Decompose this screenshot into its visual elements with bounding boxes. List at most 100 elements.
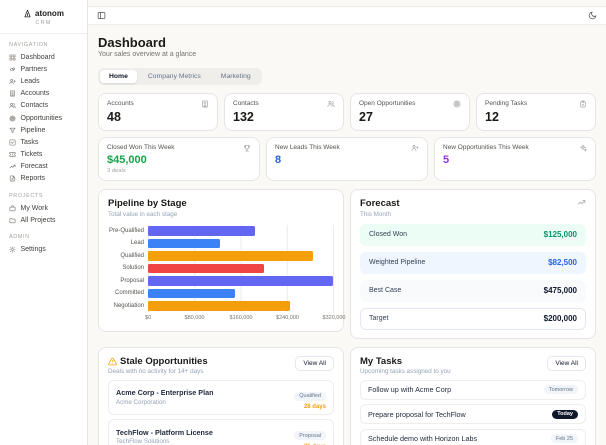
opportunity-company: Acme Corporation	[116, 398, 166, 406]
pipeline-bar-solution	[148, 263, 264, 273]
tab-bar: Home Company Metrics Marketing	[98, 68, 262, 85]
stale-item-info: Acme Corp - Enterprise Plan Acme Corporat…	[116, 388, 213, 406]
sidebar-item-my-work[interactable]: My Work	[0, 202, 87, 214]
pipeline-chart-row: Lead	[108, 237, 334, 250]
task-item[interactable]: Schedule demo with Horizon Labs Feb 25	[360, 428, 586, 445]
pipeline-chart-row: Qualified	[108, 249, 334, 262]
sidebar-item-all-projects[interactable]: All Projects	[0, 214, 87, 226]
sidebar-section-label: Navigation	[9, 42, 49, 48]
building-icon	[201, 100, 209, 108]
forecast-row-weighted-pipeline: Weighted Pipeline $82,500	[360, 251, 586, 274]
panel-left-icon[interactable]	[97, 11, 106, 20]
stale-opportunity-item[interactable]: Acme Corp - Enterprise Plan Acme Corporat…	[108, 379, 334, 415]
sidebar-item-pipeline[interactable]: Pipeline	[0, 124, 87, 136]
sidebar-item-partners[interactable]: Partners	[0, 63, 87, 75]
x-tick-label: $80,000	[184, 315, 205, 321]
page-subtitle: Your sales overview at a glance	[98, 51, 197, 58]
forecast-row-label: Closed Won	[369, 231, 408, 238]
stale-item-info: TechFlow - Platform License TechFlow Solu…	[116, 428, 213, 445]
sidebar-item-forecast[interactable]: Forecast	[0, 161, 87, 173]
handshake-icon	[9, 66, 16, 73]
highlight-card-sub	[275, 168, 419, 174]
dashboard-content: Dashboard Your sales overview at a glanc…	[88, 25, 606, 445]
bar-track	[148, 299, 334, 312]
sidebar-item-label: All Projects	[20, 216, 56, 224]
bar-track	[148, 249, 334, 262]
forecast-row-label: Best Case	[369, 287, 402, 294]
highlight-card-top: Closed Won This Week	[107, 144, 251, 152]
forecast-row-value: $125,000	[543, 230, 577, 239]
sidebar-item-accounts[interactable]: Accounts	[0, 88, 87, 100]
pipeline-chart-row: Pre-Qualified	[108, 224, 334, 237]
stat-card-value: 27	[359, 110, 373, 124]
task-item[interactable]: Follow up with Acme Corp Tomorrow	[360, 379, 586, 400]
x-tick-label: $160,000	[229, 315, 253, 321]
sidebar-item-label: My Work	[20, 204, 48, 212]
user-plus-icon	[411, 144, 419, 152]
forecast-row-label: Target	[369, 315, 389, 322]
brand-subtitle: CRM	[35, 20, 52, 26]
opportunity-name: TechFlow - Platform License	[116, 427, 213, 437]
stat-card-pending-tasks: Pending Tasks 12	[476, 93, 596, 131]
sidebar-item-opportunities[interactable]: Opportunities	[0, 112, 87, 124]
theme-toggle-icon[interactable]	[588, 11, 597, 20]
highlight-card-row: Closed Won This Week $45,000 3 deals New Le…	[98, 137, 596, 181]
check-square-icon	[9, 139, 16, 146]
main-area: Dashboard Your sales overview at a glanc…	[88, 0, 606, 445]
sidebar-item-label: Reports	[20, 175, 46, 183]
sidebar-item-label: Settings	[20, 246, 46, 254]
sidebar-item-leads[interactable]: Leads	[0, 75, 87, 87]
forecast-panel-title: Forecast	[360, 198, 400, 209]
logo-icon	[23, 9, 32, 18]
pipeline-panel-subtitle: Total value in each stage	[108, 210, 178, 218]
stat-card-top: Pending Tasks	[485, 100, 587, 108]
bottom-panels: Stale Opportunities Deals with no activi…	[98, 346, 596, 445]
task-due-badge: Tomorrow	[543, 385, 578, 394]
stale-panel-subtitle: Deals with no activity for 14+ days	[108, 368, 204, 375]
stage-tick-label: Negotiation	[113, 302, 144, 309]
clipboard-check-icon	[579, 100, 587, 108]
sidebar-section-label: Projects	[9, 193, 44, 200]
tab-marketing[interactable]: Marketing	[220, 73, 251, 80]
pipeline-chart-row: Negotiation	[108, 299, 334, 312]
opportunity-company: TechFlow Solutions	[116, 438, 170, 445]
forecast-panel-subtitle: This Month	[360, 210, 392, 218]
highlight-card-sub: 3 deals	[107, 168, 126, 174]
highlight-card-label: New Leads This Week	[275, 144, 340, 151]
stale-item-meta: Proposal 21 days	[294, 424, 326, 445]
sidebar-item-label: Partners	[20, 65, 47, 73]
funnel-icon	[9, 127, 16, 134]
task-item[interactable]: Prepare proposal for TechFlow Today	[360, 404, 586, 424]
topbar	[88, 6, 606, 25]
sidebar-item-reports[interactable]: Reports	[0, 173, 87, 185]
pipeline-chart-row: Proposal	[108, 274, 334, 287]
bar-track	[148, 262, 334, 275]
pipeline-chart-row: Committed	[108, 287, 334, 300]
stale-opportunity-item[interactable]: TechFlow - Platform License TechFlow Solu…	[108, 419, 334, 445]
stat-card-top: Accounts	[107, 100, 209, 108]
forecast-rows: Closed Won $125,000 Weighted Pipeline $82,5…	[360, 223, 586, 330]
pipeline-chart-row: Solution	[108, 262, 334, 275]
sidebar-item-settings[interactable]: Settings	[0, 243, 87, 255]
forecast-row-value: $475,000	[543, 286, 577, 295]
stale-view-all-button[interactable]: View All	[295, 355, 334, 371]
tab-company-metrics[interactable]: Company Metrics	[147, 73, 201, 80]
pipeline-chart-rows: Pre-Qualified Lead Qualified Solution Propos…	[108, 224, 334, 312]
highlight-card-new-leads-this-week: New Leads This Week 8	[266, 137, 428, 181]
forecast-row-closed-won: Closed Won $125,000	[360, 223, 586, 246]
opportunity-name: Acme Corp - Enterprise Plan	[116, 388, 214, 398]
tasks-view-all-button[interactable]: View All	[547, 355, 586, 371]
sidebar-item-contacts[interactable]: Contacts	[0, 100, 87, 112]
forecast-row-best-case: Best Case $475,000	[360, 279, 586, 302]
bar-track	[148, 224, 334, 237]
pipeline-bar-negotiation	[148, 301, 290, 311]
task-name: Schedule demo with Horizon Labs	[368, 434, 478, 443]
gear-icon	[9, 246, 16, 253]
sidebar-item-tickets[interactable]: Tickets	[0, 149, 87, 161]
sidebar-item-dashboard[interactable]: Dashboard	[0, 51, 87, 63]
sidebar-item-tasks[interactable]: Tasks	[0, 136, 87, 148]
tab-home[interactable]: Home	[100, 70, 137, 83]
bar-track	[148, 274, 334, 287]
stale-item-meta: Qualified 28 days	[294, 384, 326, 410]
sidebar-item-label: Opportunities	[20, 114, 63, 122]
